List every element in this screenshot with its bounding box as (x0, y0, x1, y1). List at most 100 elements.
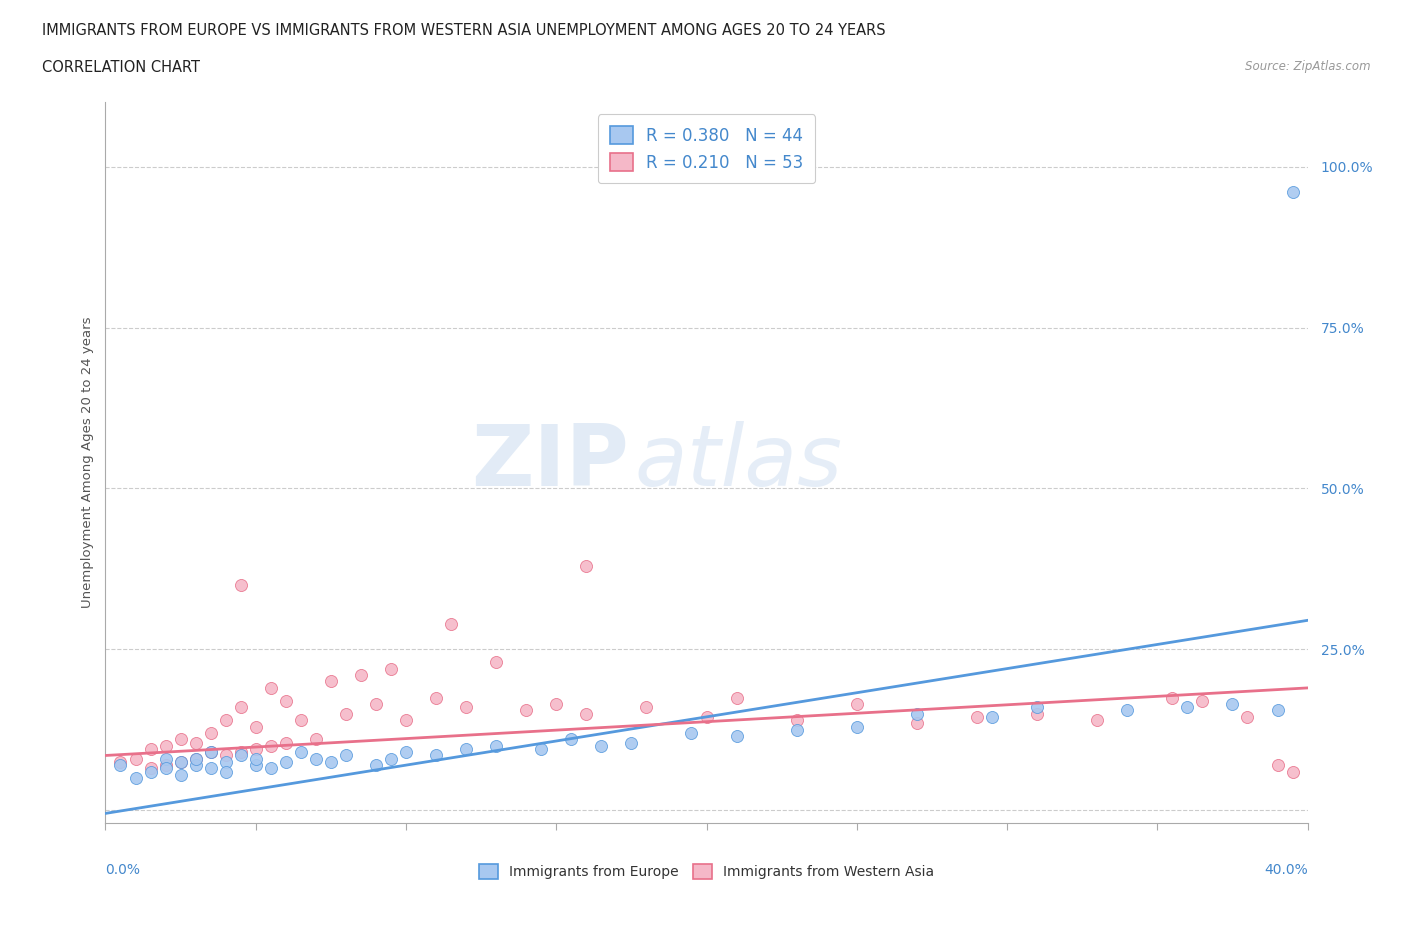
Point (546, 697, 568, 711)
Point (1222, 697, 1244, 711)
Point (966, 710, 988, 724)
Point (560, 732, 582, 747)
Point (139, 764, 162, 779)
Point (380, 751, 402, 766)
Point (214, 754, 236, 769)
Point (184, 758, 207, 773)
Point (124, 751, 146, 766)
Point (696, 710, 718, 724)
Point (395, 745, 418, 760)
Point (364, 697, 387, 711)
Point (245, 741, 267, 756)
Point (575, 558, 598, 573)
Point (454, 699, 477, 714)
Point (905, 706, 928, 721)
Point (786, 723, 808, 737)
Point (1267, 703, 1289, 718)
Point (425, 748, 447, 763)
Point (229, 748, 252, 763)
Point (200, 761, 222, 776)
Text: atlas: atlas (634, 421, 842, 504)
Point (485, 655, 508, 670)
Point (155, 751, 177, 766)
Point (845, 719, 868, 734)
Point (1267, 758, 1289, 773)
Point (169, 754, 191, 769)
Point (380, 661, 402, 676)
Point (1026, 699, 1049, 714)
Point (155, 758, 177, 773)
Text: 0.0%: 0.0% (105, 863, 141, 877)
Point (229, 699, 252, 714)
Point (905, 716, 928, 731)
Point (245, 758, 267, 773)
Y-axis label: Unemployment Among Ages 20 to 24 years: Unemployment Among Ages 20 to 24 years (82, 317, 94, 608)
Text: IMMIGRANTS FROM EUROPE VS IMMIGRANTS FROM WESTERN ASIA UNEMPLOYMENT AMONG AGES 2: IMMIGRANTS FROM EUROPE VS IMMIGRANTS FRO… (42, 23, 886, 38)
Point (1026, 706, 1049, 721)
Text: Source: ZipAtlas.com: Source: ZipAtlas.com (1246, 60, 1371, 73)
Legend: Immigrants from Europe, Immigrants from Western Asia: Immigrants from Europe, Immigrants from … (472, 858, 941, 884)
Point (786, 712, 808, 727)
Point (319, 674, 342, 689)
Point (290, 712, 312, 727)
Point (1281, 764, 1303, 779)
Point (260, 738, 283, 753)
Point (305, 751, 328, 766)
Point (200, 745, 222, 760)
Point (124, 771, 146, 786)
Point (530, 741, 553, 756)
Text: CORRELATION CHART: CORRELATION CHART (42, 60, 200, 75)
Point (1281, 185, 1303, 200)
Point (725, 690, 748, 705)
Point (981, 710, 1004, 724)
Point (425, 690, 447, 705)
Point (260, 761, 283, 776)
Point (440, 616, 463, 631)
Point (139, 761, 162, 776)
Point (335, 706, 357, 721)
Point (245, 719, 267, 734)
Point (274, 754, 297, 769)
Point (725, 729, 748, 744)
Point (260, 681, 283, 696)
Point (1116, 703, 1139, 718)
Point (169, 754, 191, 769)
Point (169, 732, 191, 747)
Point (305, 732, 328, 747)
Point (245, 751, 267, 766)
Point (620, 736, 643, 751)
Point (575, 706, 598, 721)
Text: ZIP: ZIP (471, 421, 628, 504)
Point (350, 668, 373, 683)
Point (636, 699, 658, 714)
Point (1175, 699, 1198, 714)
Point (139, 741, 162, 756)
Point (184, 751, 207, 766)
Point (454, 741, 477, 756)
Point (169, 767, 191, 782)
Point (1191, 694, 1213, 709)
Point (591, 738, 613, 753)
Point (229, 745, 252, 760)
Point (515, 703, 537, 718)
Point (364, 758, 387, 773)
Point (335, 748, 357, 763)
Point (395, 712, 418, 727)
Point (1236, 710, 1258, 724)
Point (214, 748, 236, 763)
Point (845, 697, 868, 711)
Point (214, 712, 236, 727)
Point (110, 754, 132, 769)
Point (319, 754, 342, 769)
Point (184, 751, 207, 766)
Point (274, 736, 297, 751)
Point (200, 745, 222, 760)
Point (1161, 690, 1184, 705)
Point (155, 738, 177, 753)
Point (290, 745, 312, 760)
Point (1085, 712, 1108, 727)
Point (110, 758, 132, 773)
Point (214, 764, 236, 779)
Point (229, 578, 252, 592)
Point (274, 694, 297, 709)
